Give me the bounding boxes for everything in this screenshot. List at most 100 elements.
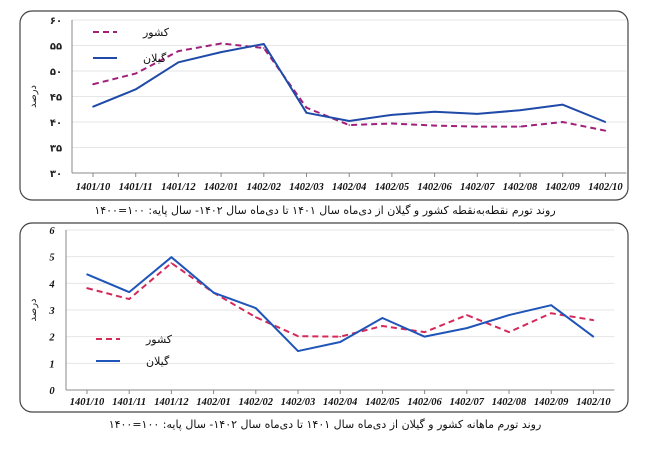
y-tick-label: ۴۰ xyxy=(50,118,62,129)
x-tick-label: 1402/09 xyxy=(545,182,580,193)
data-point xyxy=(508,331,510,333)
data-point xyxy=(433,124,436,127)
data-point xyxy=(212,291,215,294)
data-point xyxy=(220,51,222,53)
x-tick-label: 1402/06 xyxy=(407,397,442,408)
x-tick-label: 1402/10 xyxy=(588,182,623,193)
data-point xyxy=(128,291,130,293)
chart-2: 0 1 2 3 4 5 6 درصد 1401/10 1401/11 1401/12 1402/01 1… xyxy=(19,222,629,431)
data-point xyxy=(519,125,521,128)
x-tick-label: 1402/03 xyxy=(281,397,315,408)
data-point xyxy=(466,314,468,316)
x-tick-label: 1401/12 xyxy=(161,182,196,193)
chart-frame xyxy=(19,222,629,413)
data-point xyxy=(592,319,595,321)
x-tick-label: 1402/04 xyxy=(332,182,366,193)
data-point xyxy=(92,105,94,108)
data-point xyxy=(381,317,384,319)
legend-label: کشور xyxy=(145,333,173,346)
legend-label: گیلان xyxy=(146,355,170,368)
legend-label: کشور xyxy=(142,26,170,39)
data-point xyxy=(263,43,265,45)
data-point xyxy=(177,61,180,64)
data-point xyxy=(134,72,137,75)
x-tick-label: 1401/10 xyxy=(76,182,111,193)
x-tick-label: 1402/02 xyxy=(239,397,274,408)
data-point xyxy=(508,314,510,316)
x-tick-label: 1402/07 xyxy=(450,397,485,408)
data-point xyxy=(170,262,173,264)
y-tick-label: ۴۵ xyxy=(50,93,62,104)
data-point xyxy=(305,106,308,109)
data-point xyxy=(255,316,257,319)
data-point xyxy=(604,129,607,132)
data-point xyxy=(550,304,552,307)
data-point xyxy=(592,335,595,338)
y-tick-label: 0 xyxy=(49,386,55,397)
y-tick-label: 1 xyxy=(49,359,54,370)
x-tick-label: 1402/01 xyxy=(196,397,230,408)
x-tick-label: 1402/07 xyxy=(460,182,495,193)
x-tick-label: 1402/05 xyxy=(375,182,409,193)
chart-frame xyxy=(19,10,629,201)
y-tick-label: 2 xyxy=(48,333,55,344)
y-tick-label: ۳۵ xyxy=(50,144,62,155)
x-tick-label: 1402/01 xyxy=(204,182,238,193)
data-point xyxy=(391,122,393,125)
data-point xyxy=(305,112,308,114)
y-tick-label: ۵۵ xyxy=(50,42,62,53)
data-point xyxy=(433,111,436,113)
y-tick-label: 6 xyxy=(49,226,55,237)
x-tick-label: 1402/03 xyxy=(289,182,323,193)
data-point xyxy=(466,327,468,329)
x-tick-label: 1401/10 xyxy=(70,397,105,408)
x-tick-label: 1402/05 xyxy=(365,397,399,408)
legend-label: گیلان xyxy=(143,52,167,65)
data-point xyxy=(391,114,393,116)
data-point xyxy=(550,312,552,315)
data-point xyxy=(297,350,299,352)
x-tick-label: 1401/11 xyxy=(112,397,146,408)
data-point xyxy=(348,124,351,126)
data-point xyxy=(170,256,173,259)
chart-caption: روند تورم نقطه‌به‌نقطه کشور و گیلان از د… xyxy=(94,204,555,217)
y-axis-label: درصد xyxy=(28,85,39,108)
data-point xyxy=(476,125,479,128)
y-tick-label: 3 xyxy=(48,306,54,317)
data-point xyxy=(339,341,342,343)
data-point xyxy=(86,287,88,289)
x-tick-label: 1402/02 xyxy=(247,182,282,193)
data-point xyxy=(604,121,607,123)
data-point xyxy=(263,47,265,49)
data-point xyxy=(561,121,564,123)
y-tick-label: ۵۰ xyxy=(50,67,62,78)
data-point xyxy=(177,50,180,52)
data-point xyxy=(297,335,299,337)
data-point xyxy=(348,120,351,122)
chart-caption: روند تورم ماهانه کشور و گیلان از دی‌ماه … xyxy=(109,418,542,431)
data-point xyxy=(423,331,426,333)
y-axis-label: درصد xyxy=(28,298,39,321)
y-tick-label: 4 xyxy=(48,279,54,290)
data-point xyxy=(381,325,384,327)
x-tick-label: 1402/06 xyxy=(417,182,452,193)
data-point xyxy=(134,88,137,91)
data-point xyxy=(92,83,94,86)
x-tick-label: 1402/08 xyxy=(503,182,538,193)
x-tick-label: 1402/04 xyxy=(323,397,357,408)
x-tick-label: 1401/11 xyxy=(119,182,153,193)
data-point xyxy=(476,113,479,115)
data-point xyxy=(255,307,257,309)
y-tick-label: ۳۰ xyxy=(50,169,62,180)
y-tick-label: 5 xyxy=(49,253,54,264)
x-tick-label: 1402/09 xyxy=(534,397,569,408)
y-tick-label: ۶۰ xyxy=(50,16,62,27)
data-point xyxy=(128,298,130,300)
data-point xyxy=(561,103,564,106)
data-point xyxy=(339,335,342,338)
data-point xyxy=(220,42,222,45)
x-tick-label: 1402/10 xyxy=(576,397,611,408)
data-point xyxy=(519,109,521,112)
data-point xyxy=(423,335,426,338)
